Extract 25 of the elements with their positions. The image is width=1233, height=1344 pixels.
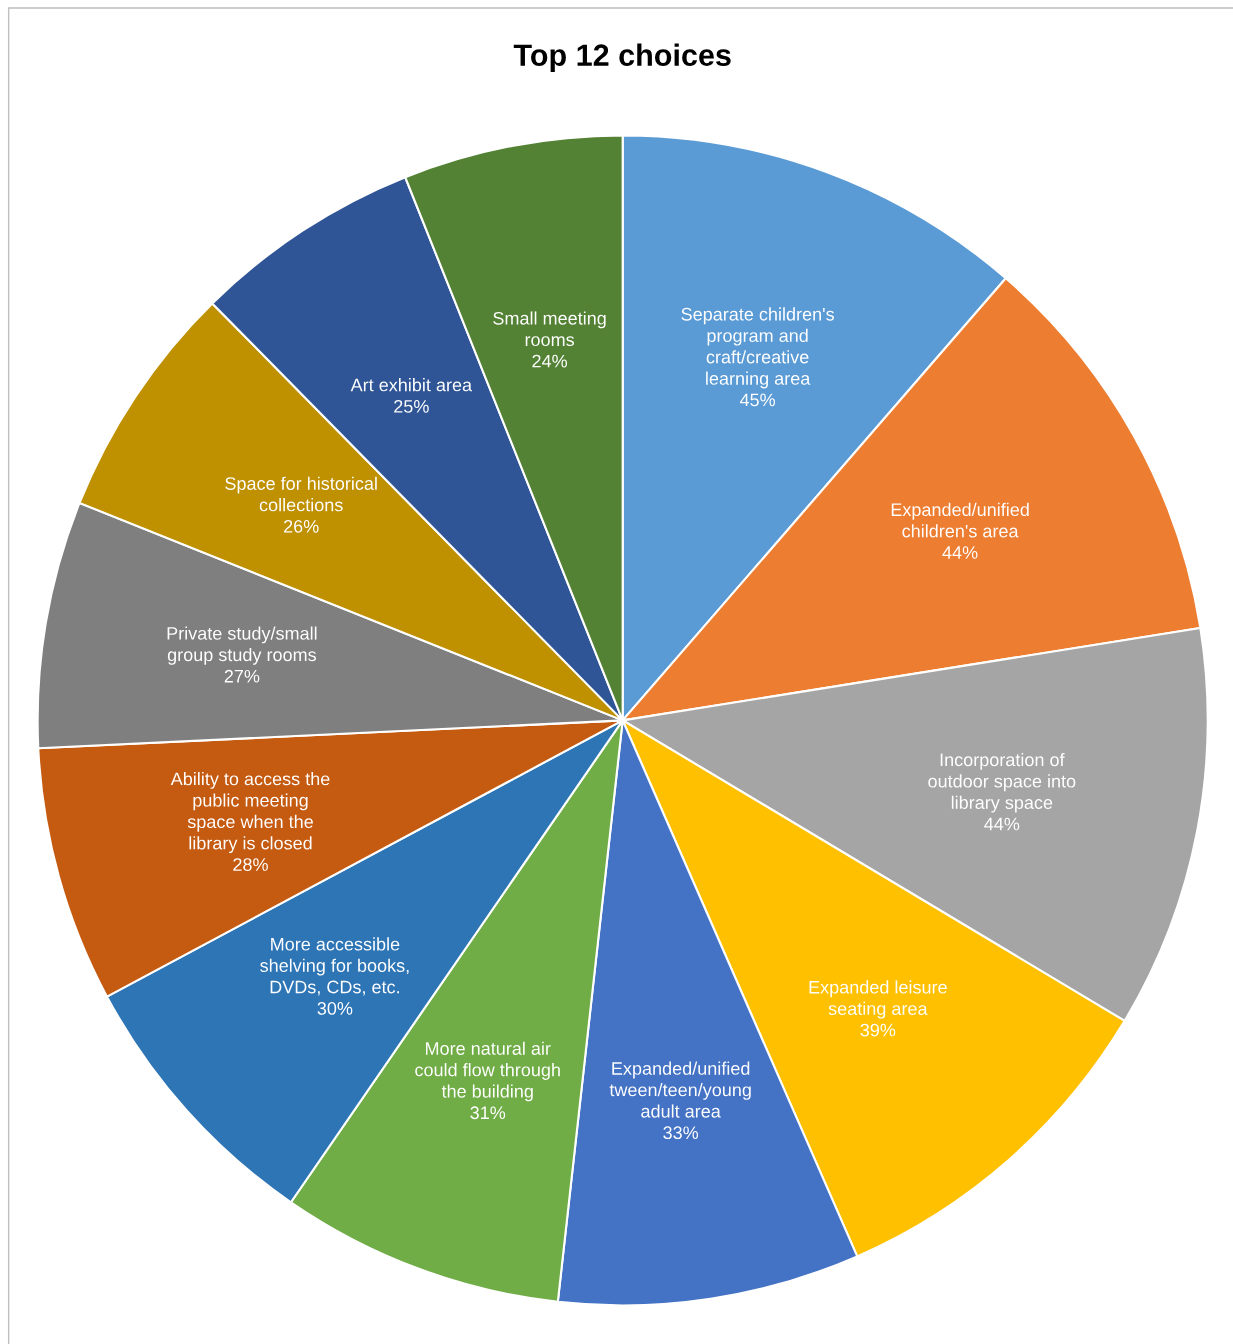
slice-label: Space for historical collections xyxy=(225,476,377,512)
data-label: 26% xyxy=(284,519,319,533)
slice-label: Private study/small group study rooms xyxy=(167,626,317,665)
slice-label: Expanded/unified children's area xyxy=(891,502,1029,538)
data-label: 33% xyxy=(663,1126,699,1140)
data-label: 39% xyxy=(860,1023,896,1037)
data-label: 28% xyxy=(233,858,268,871)
data-label: 30% xyxy=(317,1002,353,1015)
slice-label: Incorporation of outdoor space into library space xyxy=(928,752,1076,813)
slice-label: Expanded/unified tween/teen/young adult area xyxy=(609,1061,751,1118)
data-label: 31% xyxy=(470,1106,506,1120)
data-label: 27% xyxy=(224,669,260,683)
slice-label: Expanded leisure seating area xyxy=(809,980,947,1019)
slice-label: Ability to access the public meeting space when the library is closed xyxy=(170,772,330,854)
data-label: 44% xyxy=(942,546,978,559)
slice-label: Separate children's program and craft/creative learning area xyxy=(681,307,834,389)
chart-title: Top 12 choices xyxy=(513,43,731,73)
data-label: 24% xyxy=(532,354,568,368)
data-label: 45% xyxy=(739,393,776,407)
data-label: 44% xyxy=(984,817,1020,831)
data-label: 25% xyxy=(394,399,429,413)
slice-label: Small meeting rooms xyxy=(493,311,606,347)
slice-label: More accessible shelving for books, DVDs, CDs, etc. xyxy=(260,937,409,996)
slice-label: Art exhibit area xyxy=(350,378,473,392)
slice-label: More natural air could flow through the building xyxy=(415,1041,560,1102)
